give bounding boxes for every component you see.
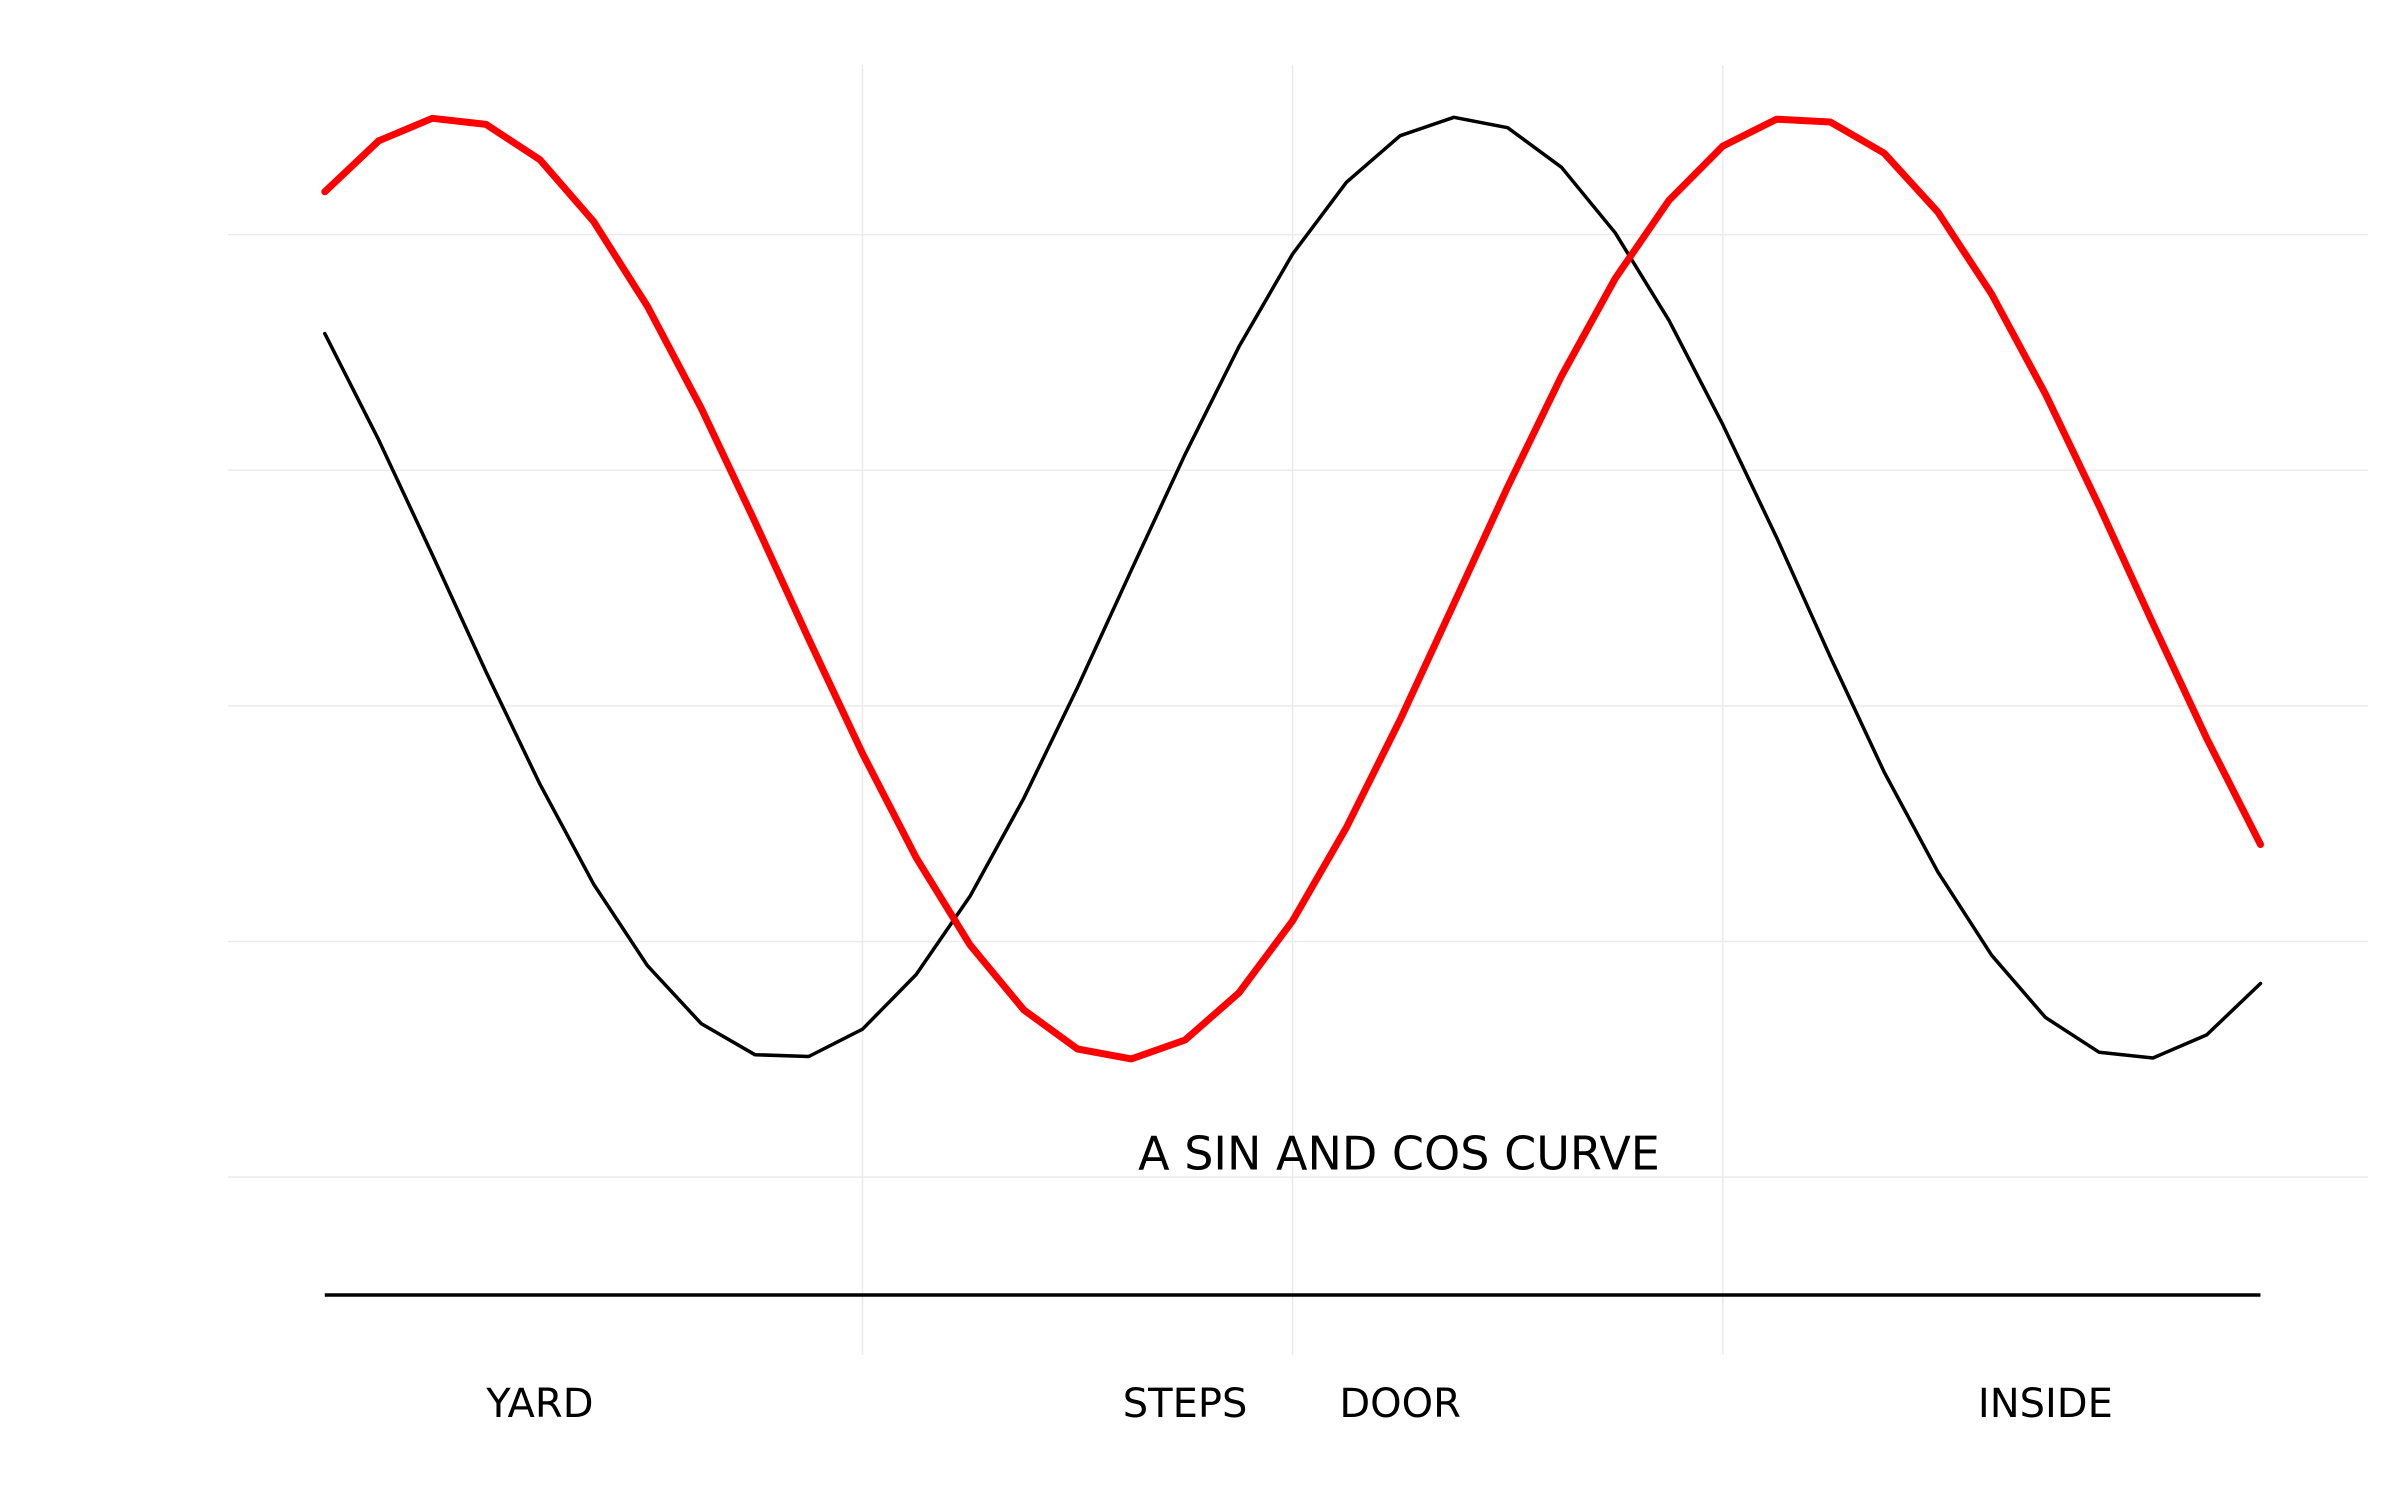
x-tick-label: YARD (485, 1381, 593, 1427)
series-line (321, 114, 2264, 1063)
annotation: A SIN AND COS CURVE (1138, 1127, 1660, 1181)
x-tick-label: INSIDE (1978, 1381, 2113, 1427)
x-tick-label: STEPS (1123, 1381, 1248, 1427)
series-line (323, 115, 2263, 1060)
x-tick-label: DOOR (1339, 1381, 1461, 1427)
